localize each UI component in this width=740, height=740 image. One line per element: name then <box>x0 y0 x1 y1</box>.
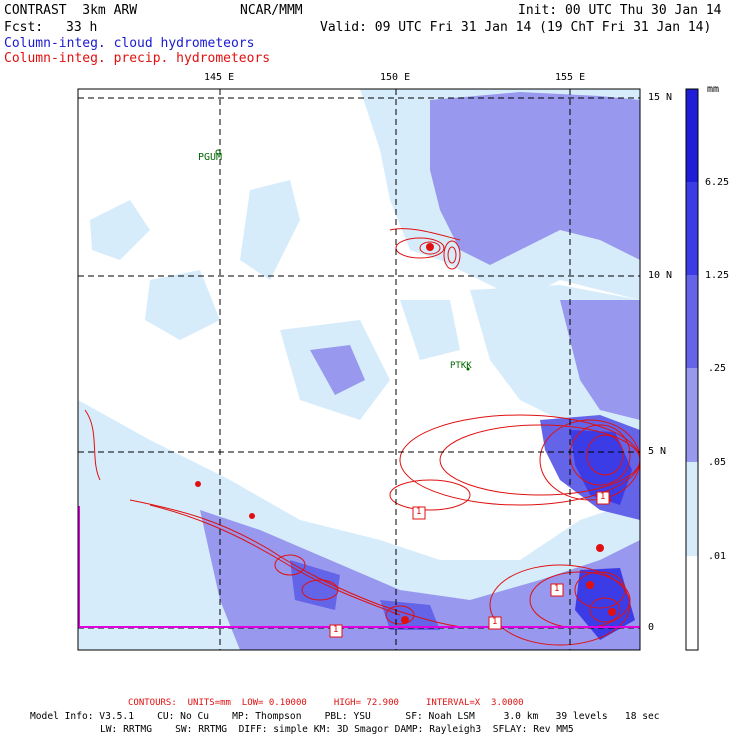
precip-contour <box>385 605 415 625</box>
contour-label-box <box>550 583 564 597</box>
contour-label: 1 <box>416 507 422 517</box>
contour-label: 1 <box>333 625 339 635</box>
colorbar-unit: mm <box>707 84 720 95</box>
org-label: NCAR/MMM <box>240 3 303 18</box>
precip-contour <box>586 434 624 476</box>
colorbar-frame <box>685 88 699 651</box>
precip-core <box>249 513 255 519</box>
precip-contour <box>443 240 461 270</box>
precip-core <box>195 481 201 487</box>
lon-label-150e: 150 E <box>380 72 411 83</box>
colorbar-bin-4 <box>686 368 698 462</box>
lat-label-10n: 10 N <box>648 270 673 281</box>
contour-label-boxes <box>329 491 610 638</box>
contour-label: 1 <box>554 584 560 594</box>
precip-core <box>608 608 616 616</box>
lon-label-145e: 145 E <box>204 72 235 83</box>
precip-contour <box>149 504 401 616</box>
station-marker-ptkk <box>466 367 470 371</box>
precip-contour <box>395 237 445 259</box>
precip-contour <box>419 241 441 255</box>
precip-contour <box>539 419 640 501</box>
cloud-streak-1 <box>90 200 150 260</box>
precip-cores <box>195 243 616 624</box>
precip-contour <box>399 414 640 506</box>
colorbar-label-1.25: 1.25 <box>705 270 730 281</box>
cloud-region-east-mid <box>560 300 640 420</box>
precip-contour <box>574 571 626 609</box>
precip-contour <box>489 564 631 646</box>
precip-contour <box>129 499 471 629</box>
precip-contour <box>447 246 457 264</box>
domain-boundary <box>78 506 640 628</box>
lon-label-155e: 155 E <box>555 72 586 83</box>
colorbar-bin-1 <box>686 89 698 182</box>
station-marker-pgum <box>215 149 221 155</box>
precip-core <box>586 581 594 589</box>
colorbar-bin-3 <box>686 275 698 368</box>
init-time: Init: 00 UTC Thu 30 Jan 14 <box>518 3 722 18</box>
precip-core <box>426 243 434 251</box>
model-info-line1: Model Info: V3.5.1 CU: No Cu MP: Thompso… <box>30 711 660 722</box>
precip-core <box>596 544 604 552</box>
map-frame <box>77 88 641 651</box>
colorbar-label-.01: .01 <box>708 551 727 562</box>
valid-time: Valid: 09 UTC Fri 31 Jan 14 (19 ChT Fri … <box>320 20 712 35</box>
precip-contour <box>84 409 101 481</box>
contour-label: 1 <box>492 617 498 627</box>
cloud-streak-6 <box>400 300 460 360</box>
model-info-line2: LW: RRTMG SW: RRTMG DIFF: simple KM: 3D … <box>100 724 574 735</box>
precip-contours <box>84 228 640 646</box>
colorbar-bin-6 <box>686 556 698 650</box>
precip-contour <box>301 579 339 601</box>
contour-info: CONTOURS: UNITS=mm LOW= 0.10000 HIGH= 72… <box>128 698 524 708</box>
cloud-region-south-mid <box>200 510 640 650</box>
lat-label-0: 0 <box>648 622 655 633</box>
colorbar-label-.25: .25 <box>708 363 727 374</box>
contour-label-box <box>488 616 502 630</box>
field-cloud-label: Column-integ. cloud hydrometeors <box>4 36 255 51</box>
colorbar-bin-2 <box>686 182 698 275</box>
precip-contour <box>439 424 640 496</box>
colorbar-label-6.25: 6.25 <box>705 177 730 188</box>
colorbar <box>685 88 699 651</box>
colorbar-label-.05: .05 <box>708 457 727 468</box>
lat-label-5n: 5 N <box>648 446 667 457</box>
cloud-streak-4 <box>310 345 365 395</box>
contour-label: 1 <box>600 492 606 502</box>
precip-contour <box>589 597 621 623</box>
contour-label-box <box>329 624 343 638</box>
colorbar-bin-5 <box>686 462 698 556</box>
forecast-hour: 33 h <box>66 20 98 35</box>
cloud-streak-2 <box>240 180 300 280</box>
precip-contour <box>274 554 306 576</box>
station-label-pgum: PGUM <box>198 152 223 163</box>
field-precip-label: Column-integ. precip. hydrometeors <box>4 51 271 66</box>
cloud-streak-5 <box>145 270 220 340</box>
cloud-region-north-mid <box>430 92 640 265</box>
contour-label-box <box>596 491 610 505</box>
precip-contour <box>389 479 471 511</box>
lat-label-15n: 15 N <box>648 92 673 103</box>
station-label-ptkk: PTKK <box>450 361 472 371</box>
forecast-label: Fcst: <box>4 20 44 35</box>
precip-core <box>401 616 409 624</box>
contour-label-box <box>412 506 426 520</box>
model-title: CONTRAST 3km ARW <box>4 3 138 18</box>
